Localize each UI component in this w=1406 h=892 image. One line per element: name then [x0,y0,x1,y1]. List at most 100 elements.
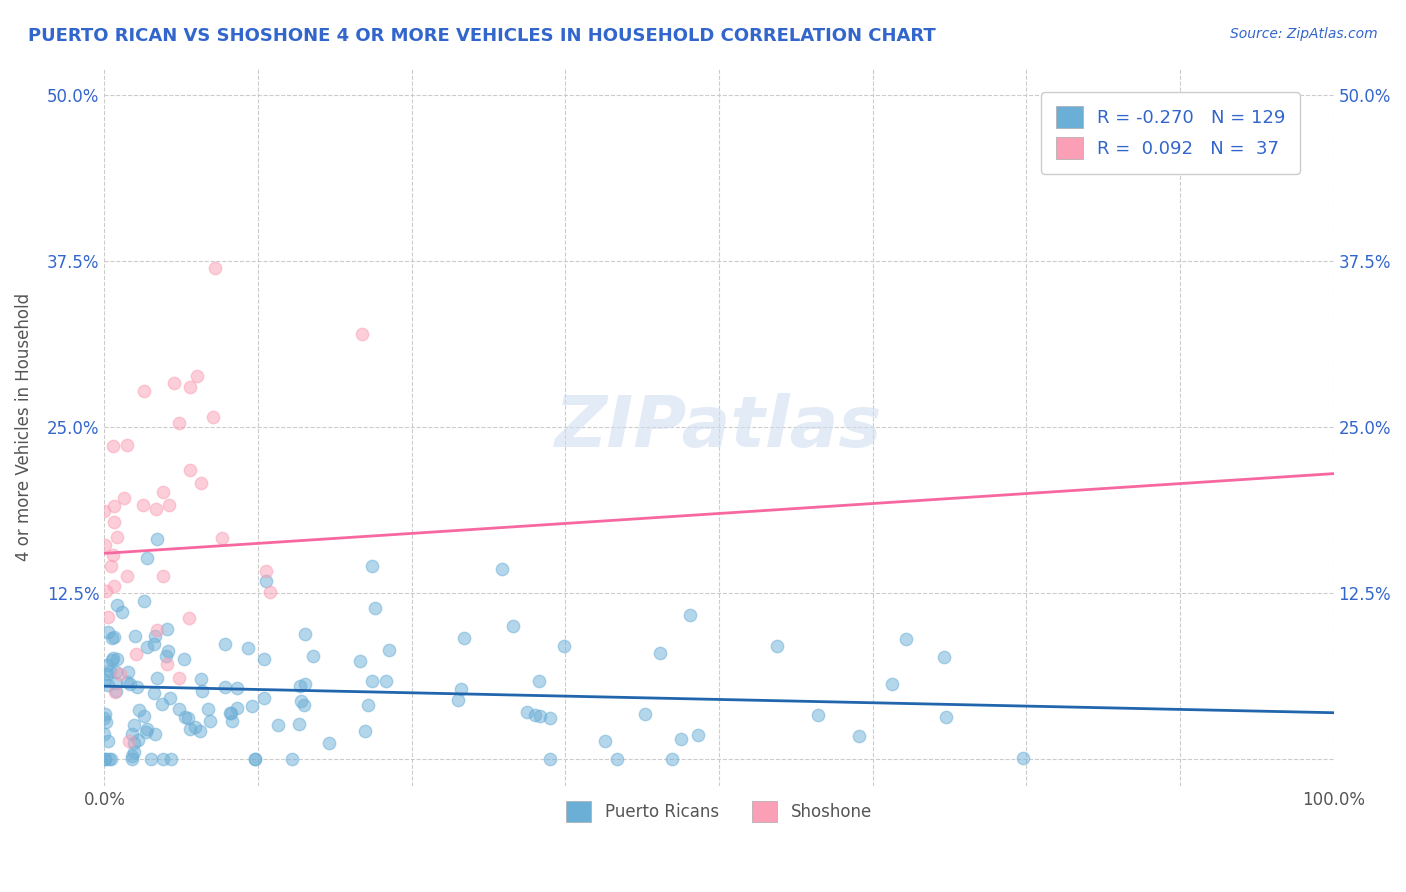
Point [125,647,148,661]
Point [292,698,315,712]
Point [100,558,122,573]
Y-axis label: 4 or more Vehicles in Household: 4 or more Vehicles in Household [15,293,32,561]
Point [935,710,957,724]
Point [146,623,169,637]
Point [94,583,117,598]
Point [136,723,159,737]
Point [932,649,955,664]
Point [219,706,242,721]
Point [766,639,789,653]
Point [118,733,141,747]
Point [142,636,165,650]
Point [354,723,377,738]
Point [288,679,311,693]
Point [524,707,547,722]
Point [98,752,121,766]
Point [96,714,118,729]
Point [115,437,138,451]
Point [214,636,236,650]
Point [159,690,181,705]
Text: PUERTO RICAN VS SHOSHONE 4 OR MORE VEHICLES IN HOUSEHOLD CORRELATION CHART: PUERTO RICAN VS SHOSHONE 4 OR MORE VEHIC… [28,27,936,45]
Point [593,734,616,748]
Point [211,531,233,545]
Point [238,641,260,656]
Point [103,630,125,644]
Point [669,732,692,747]
Point [807,707,830,722]
Point [245,752,267,766]
Point [254,574,277,588]
Point [93,752,115,766]
Point [634,707,657,722]
Point [93,538,115,552]
Point [516,705,538,719]
Point [453,631,475,645]
Point [553,639,575,653]
Point [103,500,125,514]
Point [97,609,120,624]
Point [96,658,118,673]
Point [104,676,127,690]
Point [127,733,149,747]
Point [197,702,219,716]
Point [156,622,179,636]
Point [155,649,177,664]
Point [93,752,115,766]
Point [93,673,115,687]
Point [202,410,225,425]
Point [124,630,146,644]
Point [134,384,156,398]
Point [538,752,561,766]
Point [527,673,550,688]
Point [529,709,551,723]
Point [132,709,155,723]
Point [661,752,683,766]
Point [179,463,201,477]
Point [221,714,243,728]
Point [538,711,561,725]
Point [361,558,384,573]
Point [103,579,125,593]
Point [167,702,190,716]
Point [105,684,128,698]
Point [882,677,904,691]
Point [100,631,122,645]
Point [650,646,672,660]
Point [848,729,870,743]
Point [105,530,128,544]
Point [267,717,290,731]
Point [447,693,470,707]
Point [97,734,120,748]
Point [294,677,316,691]
Point [145,502,167,516]
Point [117,665,139,680]
Point [96,666,118,681]
Point [115,569,138,583]
Point [122,736,145,750]
Point [361,673,384,688]
Point [105,665,128,679]
Point [156,657,179,671]
Point [163,376,186,390]
Point [132,594,155,608]
Point [219,706,242,721]
Point [157,644,180,658]
Point [184,720,207,734]
Point [111,606,134,620]
Point [93,711,115,725]
Point [104,685,127,699]
Point [127,680,149,694]
Point [179,611,201,625]
Text: Source: ZipAtlas.com: Source: ZipAtlas.com [1230,27,1378,41]
Point [204,260,226,275]
Point [135,725,157,739]
Point [198,714,221,729]
Point [97,625,120,640]
Point [101,651,124,665]
Point [678,607,700,622]
Point [93,707,115,722]
Point [190,673,212,687]
Point [240,699,263,714]
Point [688,728,710,742]
Point [179,380,201,394]
